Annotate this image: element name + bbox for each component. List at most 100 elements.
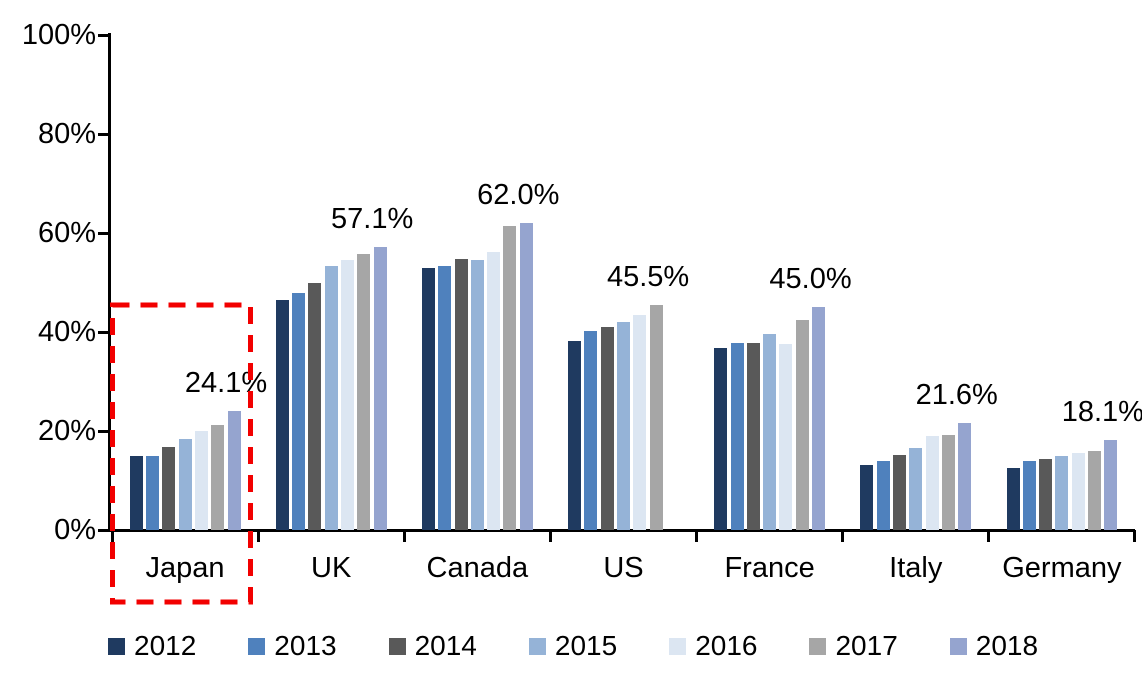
bar-france-2012 — [714, 347, 728, 530]
bar-uk-2018 — [373, 247, 387, 530]
legend-swatch-icon — [949, 637, 967, 655]
legend-item-2014: 2014 — [388, 630, 477, 661]
legend-item-2018: 2018 — [949, 630, 1039, 661]
y-axis-tick-label: 100% — [21, 19, 96, 51]
bar-uk-2017 — [357, 253, 371, 530]
bar-germany-2014 — [1039, 459, 1053, 530]
y-axis-tick-label: 40% — [37, 316, 96, 348]
y-axis-tick — [98, 231, 108, 235]
bar-france-2014 — [746, 343, 760, 530]
x-axis-line — [108, 529, 1135, 532]
legend-item-2016: 2016 — [669, 631, 757, 661]
x-axis-tick — [256, 530, 260, 542]
bar-japan-2016 — [194, 431, 208, 530]
bar-italy-2017 — [941, 435, 955, 530]
data-label: 45.0% — [769, 263, 852, 296]
y-axis-tick — [98, 528, 108, 532]
bar-france-2016 — [779, 344, 793, 530]
y-axis-tick-label: 20% — [37, 415, 96, 447]
data-label: 62.0% — [477, 179, 560, 212]
bar-canada-2018 — [519, 223, 533, 530]
legend-item-2013: 2013 — [248, 630, 337, 661]
y-axis-tick-label: 80% — [37, 118, 96, 150]
bar-italy-2012 — [860, 464, 874, 530]
data-label: 45.5% — [606, 260, 690, 293]
bar-france-2013 — [730, 342, 744, 530]
legend-item-2017: 2017 — [809, 630, 898, 661]
bar-us-2016 — [633, 314, 647, 530]
data-label: 21.6% — [915, 379, 998, 412]
x-axis-category-label: UK — [311, 552, 352, 584]
legend-item-2012: 2012 — [108, 631, 196, 661]
bar-uk-2014 — [308, 282, 322, 530]
legend-label: 2017 — [835, 630, 898, 661]
bar-canada-2013 — [438, 265, 452, 530]
bar-italy-2016 — [925, 436, 939, 530]
bar-canada-2016 — [487, 252, 501, 530]
x-axis-tick — [110, 530, 114, 542]
legend-swatch-icon — [669, 637, 687, 655]
x-axis-category-label: Japan — [145, 552, 225, 584]
bar-germany-2015 — [1055, 456, 1069, 530]
legend-swatch-icon — [388, 637, 406, 655]
x-axis-tick — [841, 530, 845, 542]
bar-france-2017 — [795, 320, 809, 530]
bar-france-2015 — [763, 334, 777, 530]
bar-japan-2012 — [129, 456, 143, 530]
bar-japan-2014 — [162, 446, 176, 530]
bar-canada-2012 — [421, 267, 435, 530]
y-axis-tick-label: 60% — [37, 217, 96, 249]
y-axis-tick — [98, 132, 108, 136]
legend-swatch-icon — [248, 637, 266, 655]
bar-japan-2015 — [178, 439, 192, 530]
bar-us-2014 — [600, 327, 614, 530]
bar-germany-2018 — [1104, 440, 1118, 530]
legend-label: 2013 — [274, 630, 337, 661]
bar-us-2013 — [584, 331, 598, 530]
bar-germany-2012 — [1006, 468, 1020, 530]
x-axis-category-label: France — [724, 552, 815, 584]
bar-italy-2014 — [893, 455, 906, 530]
bar-italy-2013 — [876, 461, 890, 530]
bar-canada-2014 — [454, 258, 468, 530]
bar-us-2017 — [649, 304, 663, 530]
bar-uk-2015 — [324, 265, 338, 530]
y-axis-tick-label: 0% — [54, 514, 96, 546]
data-label: 18.1% — [1061, 396, 1142, 429]
bar-canada-2017 — [503, 225, 517, 530]
legend-swatch-icon — [108, 637, 125, 655]
bar-uk-2016 — [341, 260, 355, 530]
bar-japan-2013 — [146, 455, 159, 530]
x-axis-tick — [695, 530, 699, 542]
legend-label: 2018 — [975, 630, 1039, 661]
data-label: 57.1% — [331, 203, 414, 236]
y-axis-tick — [98, 33, 108, 37]
bar-germany-2013 — [1022, 461, 1036, 530]
y-axis-tick — [98, 330, 108, 334]
legend-label: 2014 — [414, 630, 477, 661]
x-axis-tick — [402, 530, 406, 542]
legend-label: 2012 — [134, 630, 197, 661]
legend-swatch-icon — [809, 637, 827, 655]
x-axis-category-label: Canada — [426, 552, 529, 584]
legend-item-2015: 2015 — [528, 631, 617, 661]
bar-uk-2012 — [275, 300, 289, 530]
chart-legend: 2012 2013 2014 2015 2016 2017 2018 — [108, 631, 1038, 661]
y-axis-line — [108, 33, 111, 531]
bar-us-2015 — [617, 322, 631, 530]
x-axis-category-label: Italy — [889, 552, 943, 584]
x-axis-category-label: US — [603, 552, 644, 584]
bar-us-2012 — [568, 340, 582, 530]
legend-label: 2016 — [695, 630, 758, 661]
bar-france-2018 — [812, 307, 826, 530]
x-axis-tick — [1133, 530, 1137, 542]
bar-italy-2018 — [958, 423, 972, 530]
x-axis-category-label: Germany — [1002, 552, 1122, 584]
bar-germany-2016 — [1071, 453, 1085, 530]
x-axis-tick — [987, 530, 991, 542]
bar-japan-2017 — [211, 425, 225, 530]
y-axis-tick — [98, 429, 108, 433]
bar-italy-2015 — [909, 447, 923, 530]
bar-uk-2013 — [292, 292, 306, 530]
